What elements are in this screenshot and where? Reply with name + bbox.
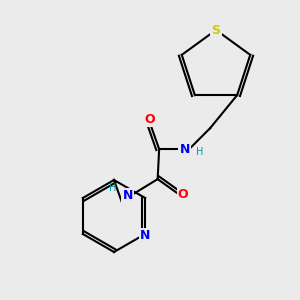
Text: H: H	[109, 183, 116, 193]
Text: N: N	[179, 142, 190, 156]
Text: O: O	[145, 112, 155, 126]
Text: N: N	[122, 189, 133, 202]
Text: N: N	[140, 229, 150, 242]
Text: O: O	[178, 188, 188, 201]
Text: H: H	[196, 147, 203, 157]
Text: S: S	[212, 23, 220, 37]
